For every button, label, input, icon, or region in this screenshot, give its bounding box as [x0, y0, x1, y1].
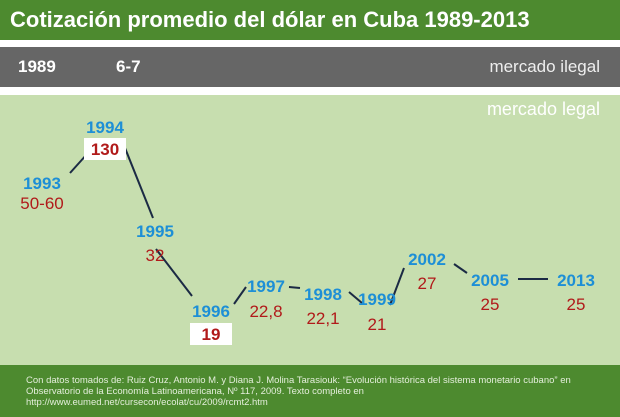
value-label-1999: 21: [368, 315, 387, 334]
year-label-1996: 1996: [192, 302, 230, 321]
value-label-2005: 25: [481, 295, 500, 314]
value-highlight-1996: [190, 323, 232, 345]
connector-5: [348, 291, 363, 304]
year-label-1997: 1997: [247, 277, 285, 296]
illegal-market-label: mercado ilegal: [489, 57, 600, 76]
year-label-1994: 1994: [86, 118, 124, 137]
value-highlight-1994: [84, 138, 126, 160]
connector-7: [453, 263, 468, 274]
legal-market-label: mercado legal: [486, 99, 600, 119]
chart-title: Cotización promedio del dólar en Cuba 19…: [0, 0, 620, 40]
connector-2: [155, 248, 193, 297]
connector-3: [233, 286, 247, 305]
year-label-1998: 1998: [304, 285, 342, 304]
value-label-2013: 25: [567, 295, 586, 314]
value-label-1996: 19: [202, 325, 221, 344]
year-label-2002: 2002: [408, 250, 446, 269]
connector-6: [389, 267, 405, 306]
year-label-1999: 1999: [358, 290, 396, 309]
value-label-1997: 22,8: [249, 302, 282, 321]
connector-1: [122, 142, 154, 219]
connector-4: [288, 286, 301, 289]
value-label-1995: 32: [146, 246, 165, 265]
value-label-2002: 27: [418, 274, 437, 293]
value-label-1998: 22,1: [306, 309, 339, 328]
illegal-year: 1989: [18, 57, 56, 76]
year-label-1993: 1993: [23, 174, 61, 193]
value-label-1994: 130: [91, 140, 119, 159]
illegal-value: 6-7: [116, 57, 141, 76]
illegal-market-bar: 1989 6-7 mercado ilegal: [0, 47, 620, 87]
value-label-1993: 50-60: [20, 194, 63, 213]
year-label-2005: 2005: [471, 271, 509, 290]
source-note: Con datos tomados de: Ruiz Cruz, Antonio…: [0, 365, 620, 417]
year-label-1995: 1995: [136, 222, 174, 241]
year-label-2013: 2013: [557, 271, 595, 290]
